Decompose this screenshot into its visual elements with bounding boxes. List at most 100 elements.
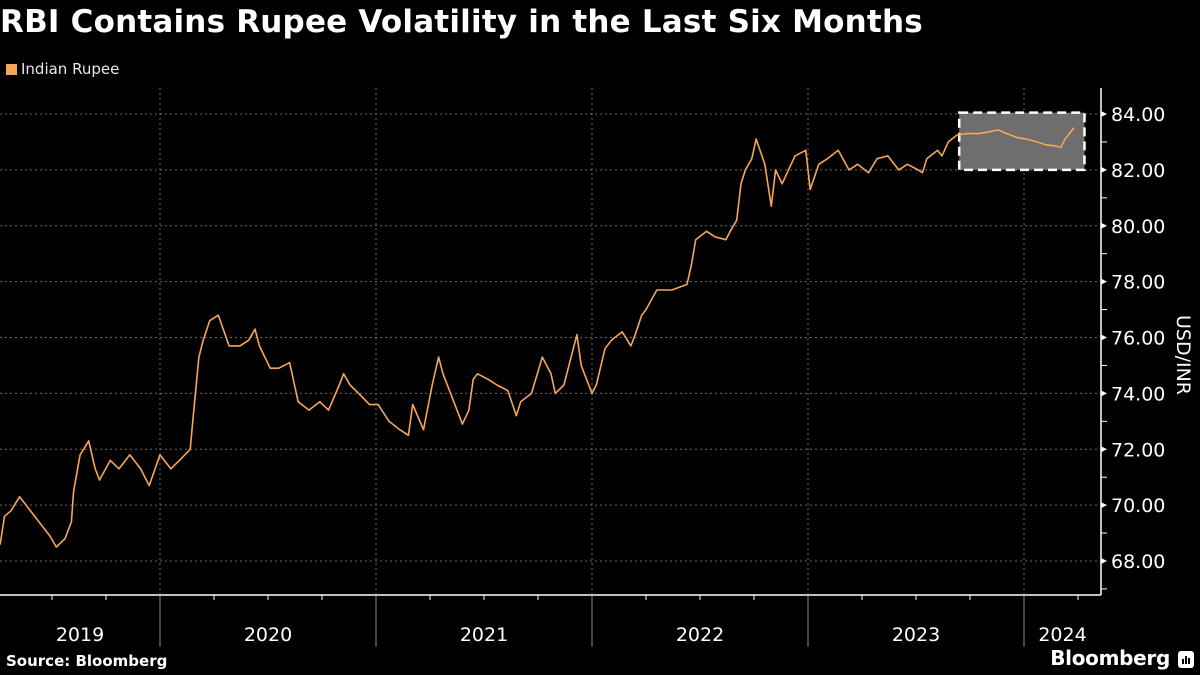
data-point <box>947 141 950 143</box>
data-point <box>461 423 463 425</box>
data-point <box>239 345 241 347</box>
data-point <box>956 134 958 136</box>
y-tick-major <box>1101 222 1107 229</box>
data-point <box>554 392 556 394</box>
data-point <box>550 373 552 375</box>
data-point <box>254 328 256 330</box>
x-tick-label: 2024 <box>1038 624 1086 646</box>
data-point <box>630 345 632 347</box>
data-point <box>209 320 211 322</box>
data-point <box>64 538 66 540</box>
data-point <box>202 339 204 341</box>
data-point <box>29 510 31 512</box>
data-point <box>278 367 280 369</box>
data-point <box>472 378 474 381</box>
data-point <box>770 205 772 207</box>
data-point <box>189 448 191 450</box>
data-point <box>38 521 40 523</box>
data-point <box>978 132 980 135</box>
data-point <box>887 155 889 157</box>
data-point <box>714 236 716 238</box>
data-point <box>729 230 731 232</box>
data-point <box>695 239 697 241</box>
data-point <box>645 308 647 311</box>
data-point <box>751 158 753 160</box>
y-tick-label: 80.00 <box>1111 216 1165 238</box>
y-tick-major <box>1101 166 1107 173</box>
data-point <box>906 163 908 165</box>
data-point <box>55 546 57 548</box>
data-point <box>1006 132 1008 135</box>
y-tick-label: 70.00 <box>1111 495 1165 517</box>
data-point <box>1016 137 1019 139</box>
data-point <box>705 230 708 232</box>
y-tick-label: 68.00 <box>1111 551 1165 573</box>
y-tick-label: 74.00 <box>1111 383 1165 405</box>
data-point <box>520 401 522 403</box>
data-point <box>79 454 81 456</box>
highlight-box <box>957 111 1086 172</box>
y-axis-label: USD/INR <box>1172 315 1194 395</box>
data-point <box>595 384 597 386</box>
data-point <box>867 172 870 174</box>
data-point <box>641 314 643 316</box>
data-point <box>530 392 533 394</box>
data-point <box>148 484 150 487</box>
data-point <box>431 384 433 386</box>
data-point <box>159 454 161 456</box>
data-point <box>377 403 379 406</box>
data-point <box>438 356 440 358</box>
data-point <box>818 163 820 165</box>
data-point <box>775 169 777 171</box>
data-point <box>809 188 811 191</box>
data-point <box>308 409 310 411</box>
data-point <box>1055 145 1057 147</box>
data-point <box>368 403 371 406</box>
chart-title: RBI Contains Rupee Volatility in the Las… <box>0 4 923 40</box>
data-point <box>1045 144 1047 146</box>
data-point <box>193 401 196 403</box>
data-point <box>139 468 142 470</box>
data-point <box>764 163 766 165</box>
y-tick-major <box>1101 558 1107 564</box>
data-point <box>826 158 829 160</box>
data-point <box>1073 127 1075 129</box>
axes <box>0 88 1102 596</box>
data-point <box>740 183 742 185</box>
legend: Indian Rupee <box>6 60 119 78</box>
data-point <box>576 334 578 336</box>
y-tick-label: 82.00 <box>1111 160 1165 182</box>
legend-swatch-indian-rupee <box>6 63 17 75</box>
data-point <box>170 468 172 470</box>
data-point <box>496 384 498 386</box>
legend-label-indian-rupee: Indian Rupee <box>21 60 120 78</box>
data-point <box>453 401 455 403</box>
data-point <box>580 364 582 367</box>
x-tick-label: 2019 <box>56 624 104 646</box>
data-point <box>805 149 807 151</box>
data-point <box>1036 141 1038 143</box>
y-tick-major <box>1101 334 1107 341</box>
data-point <box>399 429 401 431</box>
data-point <box>10 510 12 512</box>
data-point <box>563 384 565 386</box>
data-point <box>178 459 181 462</box>
data-point <box>1025 138 1027 140</box>
data-point <box>343 373 345 375</box>
data-point <box>744 169 746 171</box>
data-point <box>3 515 6 517</box>
y-axis-ticks: 68.00 70.00 72.00 74.00 76.00 78.00 80.00 82.00… <box>1101 104 1165 590</box>
y-tick-major <box>1101 446 1107 453</box>
data-point <box>198 356 200 358</box>
x-tick-label: 2021 <box>460 624 508 646</box>
y-tick-label: 84.00 <box>1111 104 1165 126</box>
data-point <box>755 138 757 140</box>
x-tick-label: 2020 <box>244 624 292 646</box>
data-point <box>848 169 850 171</box>
data-point <box>129 454 131 456</box>
data-point <box>690 264 692 266</box>
data-point <box>917 169 919 171</box>
data-point <box>926 158 928 160</box>
data-point <box>228 345 230 347</box>
data-point <box>217 314 219 316</box>
